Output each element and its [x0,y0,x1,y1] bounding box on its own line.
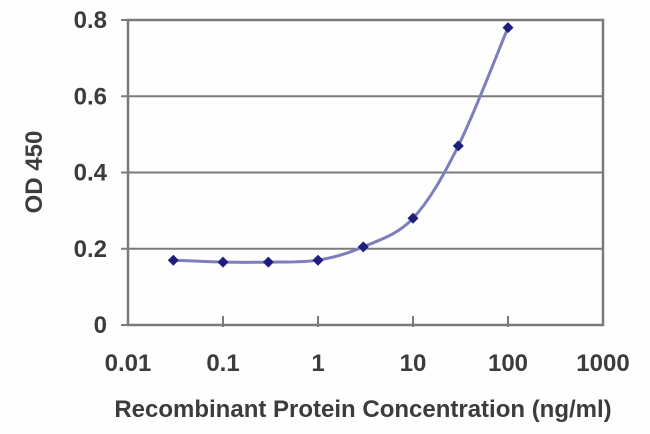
y-tick-label: 0 [94,312,107,339]
data-point-marker [167,254,179,266]
plot-frame [126,18,605,327]
y-tick-label: 0.2 [74,236,107,263]
data-point-marker [407,212,419,224]
data-point-marker [262,256,274,268]
data-point-marker [312,254,324,266]
x-tick-label: 1 [311,350,324,377]
data-point-marker [452,140,464,152]
x-tick-label: 0.1 [206,350,239,377]
x-tick-label: 100 [488,350,528,377]
x-tick-label: 10 [400,350,427,377]
data-point-marker [217,256,229,268]
y-axis-title: OD 450 [21,130,48,214]
x-tick-label: 0.01 [105,350,152,377]
y-tick-label: 0.8 [74,7,107,34]
y-tick-label: 0.4 [74,160,108,187]
y-tick-label: 0.6 [74,83,107,110]
x-axis-title: Recombinant Protein Concentration (ng/ml… [114,396,612,423]
data-point-marker [357,241,369,253]
x-tick-label: 1000 [576,350,629,377]
data-point-marker [502,22,514,34]
